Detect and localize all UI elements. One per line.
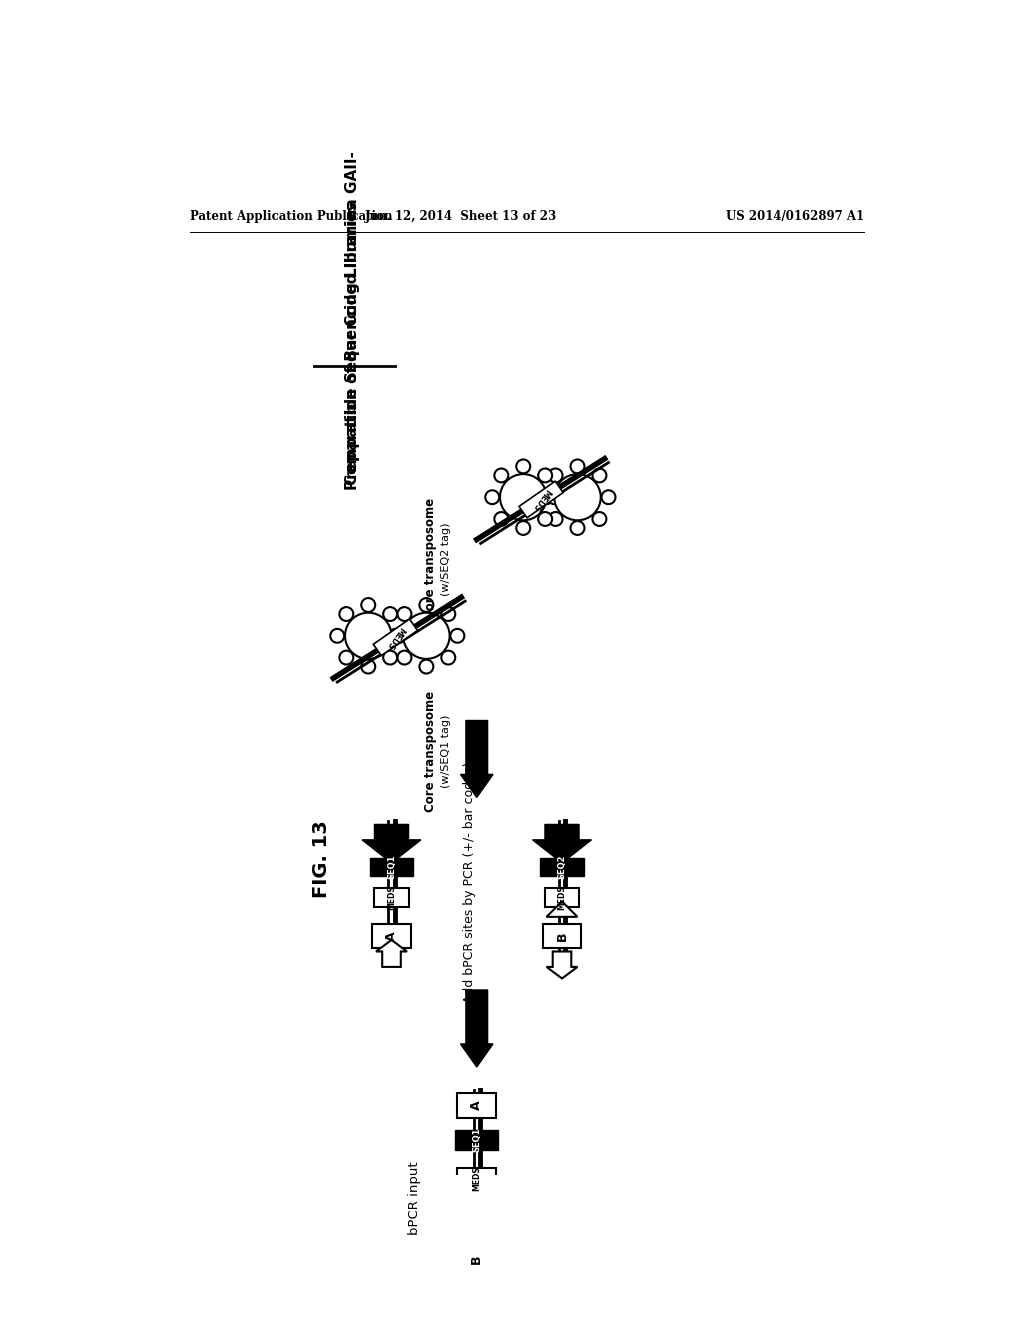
Text: MEDS: MEDS xyxy=(472,1167,481,1191)
Polygon shape xyxy=(370,858,414,876)
Polygon shape xyxy=(455,1130,499,1150)
Text: Compatible Sequencing Libraries: Compatible Sequencing Libraries xyxy=(345,202,360,484)
Circle shape xyxy=(554,474,601,520)
Text: SEQ1: SEQ1 xyxy=(387,854,396,879)
Circle shape xyxy=(495,469,508,482)
Circle shape xyxy=(516,459,530,474)
Circle shape xyxy=(485,490,500,504)
Circle shape xyxy=(539,469,552,482)
Polygon shape xyxy=(461,1225,493,1242)
Text: Core transposome: Core transposome xyxy=(424,690,437,812)
Polygon shape xyxy=(458,1168,496,1189)
Circle shape xyxy=(403,612,450,659)
Text: B: B xyxy=(555,932,568,941)
Polygon shape xyxy=(532,825,592,863)
Circle shape xyxy=(388,628,402,643)
Polygon shape xyxy=(376,940,407,966)
Polygon shape xyxy=(362,825,421,863)
FancyArrow shape xyxy=(461,721,493,797)
Text: Preparation of Bar Coded Illumina GAII-: Preparation of Bar Coded Illumina GAII- xyxy=(345,150,360,490)
Circle shape xyxy=(361,598,375,612)
Circle shape xyxy=(570,459,585,474)
Polygon shape xyxy=(372,924,411,948)
Circle shape xyxy=(397,651,412,664)
Circle shape xyxy=(397,607,412,620)
Circle shape xyxy=(441,651,456,664)
Circle shape xyxy=(383,607,397,620)
Circle shape xyxy=(361,660,375,673)
Polygon shape xyxy=(545,888,579,907)
Text: (w/SEQ1 tag): (w/SEQ1 tag) xyxy=(440,714,451,788)
Text: A: A xyxy=(385,932,398,941)
Circle shape xyxy=(339,651,353,664)
Text: bPCR input: bPCR input xyxy=(409,1162,421,1234)
Circle shape xyxy=(570,521,585,535)
Circle shape xyxy=(601,490,615,504)
Text: Core transposome: Core transposome xyxy=(424,498,437,619)
Circle shape xyxy=(500,474,547,520)
Polygon shape xyxy=(458,1093,496,1118)
Text: FIG. 13: FIG. 13 xyxy=(312,820,331,898)
Polygon shape xyxy=(543,924,582,948)
Text: A: A xyxy=(470,1101,483,1110)
Circle shape xyxy=(495,512,508,525)
Circle shape xyxy=(392,628,407,643)
Text: Add bPCR sites by PCR (+/- bar codes): Add bPCR sites by PCR (+/- bar codes) xyxy=(463,762,475,1003)
Polygon shape xyxy=(458,1247,496,1271)
Text: B: B xyxy=(470,1255,483,1265)
Polygon shape xyxy=(547,902,578,917)
Text: SEQ1: SEQ1 xyxy=(472,1127,481,1152)
Circle shape xyxy=(540,490,554,504)
Text: MEDS: MEDS xyxy=(387,886,396,909)
Polygon shape xyxy=(547,952,578,978)
FancyBboxPatch shape xyxy=(519,482,563,517)
Circle shape xyxy=(441,607,456,620)
Circle shape xyxy=(420,598,433,612)
Text: MEDS: MEDS xyxy=(385,624,407,649)
Circle shape xyxy=(547,490,561,504)
FancyBboxPatch shape xyxy=(374,619,418,656)
Circle shape xyxy=(549,512,562,525)
Circle shape xyxy=(549,469,562,482)
Polygon shape xyxy=(455,1210,499,1232)
Circle shape xyxy=(516,521,530,535)
Circle shape xyxy=(345,612,391,659)
Text: US 2014/0162897 A1: US 2014/0162897 A1 xyxy=(726,210,864,223)
Circle shape xyxy=(383,651,397,664)
Circle shape xyxy=(539,512,552,525)
Text: Jun. 12, 2014  Sheet 13 of 23: Jun. 12, 2014 Sheet 13 of 23 xyxy=(366,210,557,223)
Text: MEDS: MEDS xyxy=(557,886,566,909)
Circle shape xyxy=(339,607,353,620)
Circle shape xyxy=(451,628,464,643)
FancyArrow shape xyxy=(461,990,493,1067)
Circle shape xyxy=(420,660,433,673)
Circle shape xyxy=(593,512,606,525)
Circle shape xyxy=(593,469,606,482)
Polygon shape xyxy=(541,858,584,876)
Circle shape xyxy=(331,628,344,643)
Text: Patent Application Publication: Patent Application Publication xyxy=(190,210,392,223)
Text: (w/SEQ2 tag): (w/SEQ2 tag) xyxy=(440,521,451,595)
Text: SEQ2: SEQ2 xyxy=(557,854,566,879)
Text: MEDS: MEDS xyxy=(530,487,552,512)
Polygon shape xyxy=(375,888,409,907)
Text: SEQ2: SEQ2 xyxy=(472,1209,481,1233)
